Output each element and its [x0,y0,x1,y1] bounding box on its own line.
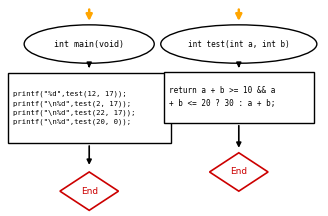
Text: int test(int a, int b): int test(int a, int b) [188,40,290,49]
Ellipse shape [24,25,154,63]
Text: printf("%d",test(12, 17));
printf("\n%d",test(2, 17));
printf("\n%d",test(22, 17: printf("%d",test(12, 17)); printf("\n%d"… [13,91,135,125]
Text: End: End [81,187,98,196]
Polygon shape [60,172,118,210]
Ellipse shape [161,25,317,63]
Bar [164,72,314,123]
Text: int main(void): int main(void) [54,40,124,49]
Polygon shape [210,153,268,191]
Text: return a + b >= 10 && a
+ b <= 20 ? 30 : a + b;: return a + b >= 10 && a + b <= 20 ? 30 :… [169,86,275,108]
Text: End: End [230,167,247,176]
Bar [8,73,171,143]
